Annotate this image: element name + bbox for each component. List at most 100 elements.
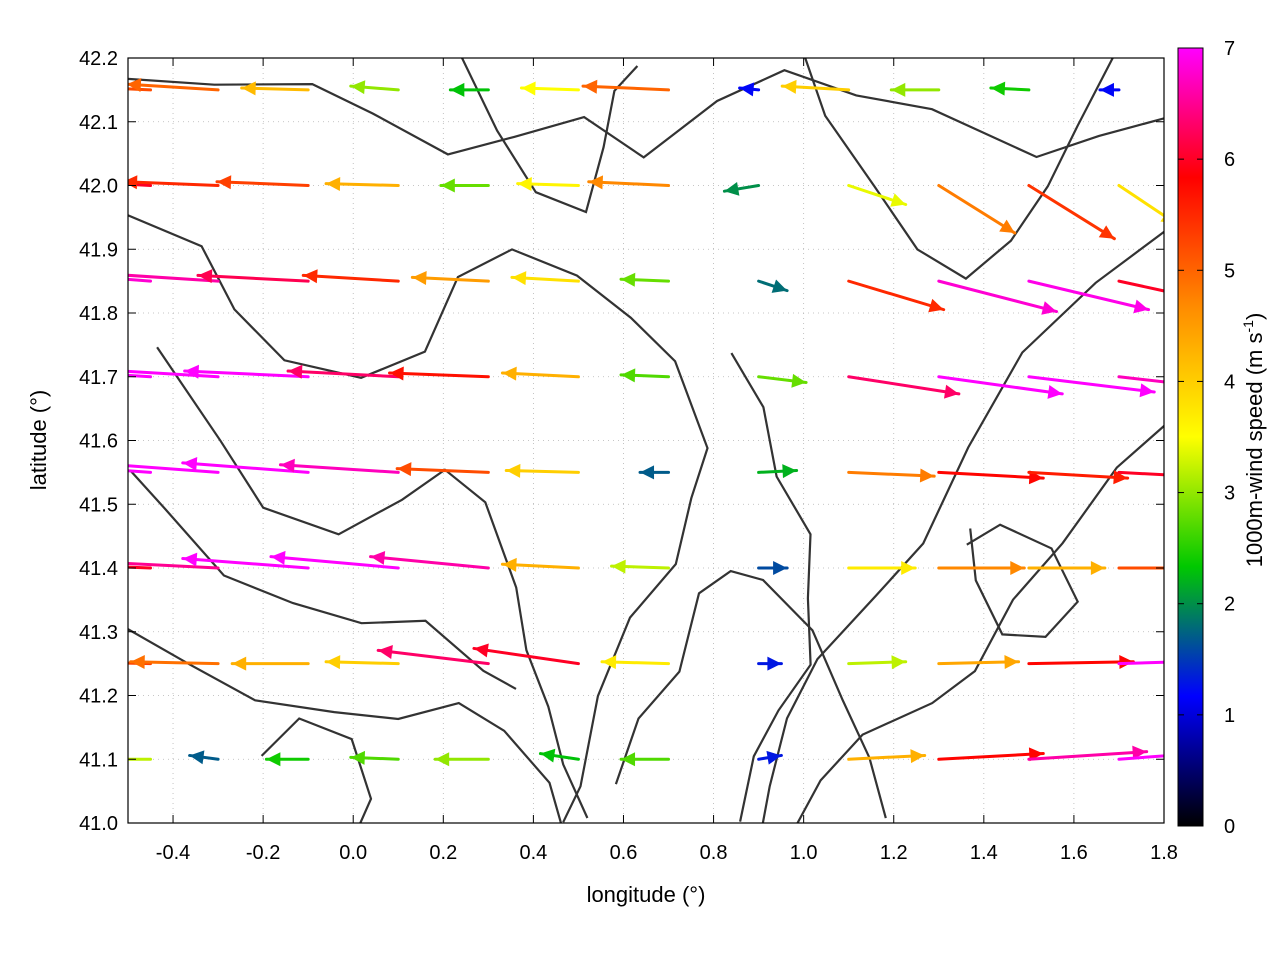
wind-vector: [610, 559, 671, 574]
wind-vector: [847, 468, 936, 483]
wind-vector: [1117, 279, 1164, 293]
x-tick-label: 1.4: [970, 842, 998, 864]
colorbar-ticks: 0 1 2 3 4 5 6 7: [1178, 38, 1235, 838]
wind-vector: [989, 81, 1031, 96]
wind-vectors: [128, 78, 1164, 767]
wind-vector: [847, 749, 927, 764]
wind-vector: [472, 643, 580, 666]
contour-line: [128, 627, 563, 823]
wind-vector: [215, 175, 310, 190]
wind-vector: [410, 271, 490, 286]
wind-vector: [600, 655, 671, 670]
colorbar-label-close: ): [1242, 313, 1267, 320]
wind-vector: [619, 368, 671, 383]
contour-line: [761, 230, 1164, 823]
wind-vector: [349, 80, 400, 95]
wind-vector: [1117, 566, 1164, 570]
contour-line: [128, 214, 709, 823]
wind-vector: [516, 177, 580, 192]
y-axis-ticks: 41.0 41.1 41.2 41.3 41.4 41.5 41.6 41.7 41.8 41.9…: [79, 48, 1164, 835]
wind-vector: [1117, 470, 1164, 477]
y-tick-label: 41.8: [79, 303, 118, 325]
colorbar: [1177, 47, 1204, 827]
wind-vector: [128, 469, 153, 474]
colorbar-label-main: 1000m-wind speed (m s: [1242, 333, 1267, 568]
wind-vector: [324, 655, 400, 670]
wind-vector: [286, 364, 400, 379]
wind-vector: [128, 277, 153, 283]
wind-vector: [376, 645, 490, 666]
wind-vector: [581, 79, 671, 94]
wind-vector: [757, 656, 783, 671]
x-axis-title: longitude (°): [587, 882, 706, 907]
contour-line: [460, 58, 639, 214]
wind-vector: [128, 464, 220, 474]
wind-vector: [619, 752, 671, 767]
x-tick-label: 1.8: [1150, 842, 1178, 864]
colorbar-tick-label: 3: [1224, 483, 1235, 505]
contour-line: [128, 69, 1164, 159]
colorbar-tick-label: 5: [1224, 260, 1235, 282]
wind-vector: [847, 184, 908, 207]
y-tick-label: 41.3: [79, 622, 118, 644]
wind-vector: [1117, 660, 1164, 666]
contour-line: [804, 58, 1114, 280]
y-tick-label: 41.7: [79, 367, 118, 389]
wind-vector: [128, 757, 153, 761]
wind-vector: [500, 366, 580, 381]
x-tick-label: -0.4: [156, 842, 190, 864]
x-tick-label: 1.0: [790, 842, 818, 864]
y-tick-label: 42.2: [79, 48, 118, 70]
wind-vector: [1027, 561, 1107, 575]
wind-vector: [278, 458, 400, 474]
wind-vector: [510, 271, 580, 286]
wind-vector: [937, 375, 1064, 399]
wind-vector: [181, 552, 310, 570]
wind-vector: [504, 463, 580, 478]
wind-vector: [128, 373, 153, 379]
wind-vector: [538, 748, 580, 763]
wind-vector: [937, 655, 1021, 670]
wind-vector: [395, 462, 490, 477]
wind-vector: [433, 752, 490, 767]
wind-vector: [269, 550, 400, 570]
colorbar-tick-label: 0: [1224, 816, 1235, 838]
y-tick-label: 42.0: [79, 176, 118, 198]
x-tick-label: 1.6: [1060, 842, 1088, 864]
wind-vector: [439, 178, 490, 193]
wind-vector: [757, 750, 783, 765]
wind-vector: [1027, 279, 1151, 314]
wind-vector: [183, 364, 310, 379]
wind-vector: [757, 373, 808, 388]
wind-vector: [388, 366, 490, 381]
wind-vector: [889, 82, 941, 97]
y-tick-label: 42.1: [79, 112, 118, 134]
wind-vector: [722, 181, 761, 196]
wind-vector: [128, 273, 220, 283]
wind-vector: [196, 269, 310, 284]
wind-vector: [757, 561, 789, 575]
x-tick-label: 0.2: [429, 842, 457, 864]
y-tick-label: 41.1: [79, 749, 118, 771]
wind-vector: [638, 465, 671, 480]
colorbar-tick-label: 6: [1224, 149, 1235, 171]
colorbar-label: 1000m-wind speed (m s-1): [1240, 313, 1267, 568]
wind-vector: [937, 279, 1059, 315]
x-tick-label: 0.4: [519, 842, 547, 864]
wind-vector: [847, 279, 946, 313]
wind-vector: [847, 655, 908, 670]
wind-vector: [738, 82, 761, 97]
x-tick-label: -0.2: [246, 842, 280, 864]
colorbar-label-superscript: -1: [1240, 320, 1256, 333]
y-tick-label: 41.0: [79, 813, 118, 835]
wind-vector: [1117, 184, 1164, 223]
wind-vector: [937, 184, 1017, 235]
wind-vector: [264, 752, 310, 767]
x-tick-label: 0.8: [700, 842, 728, 864]
colorbar-tick-label: 4: [1224, 371, 1235, 393]
x-axis-ticks: -0.4 -0.2 0.0 0.2 0.4 0.6 0.8 1.0 1.2 1.4 1.6 1.8: [156, 58, 1178, 864]
contour-line: [730, 352, 812, 822]
wind-vector: [1117, 754, 1164, 761]
wind-vector: [937, 561, 1026, 575]
